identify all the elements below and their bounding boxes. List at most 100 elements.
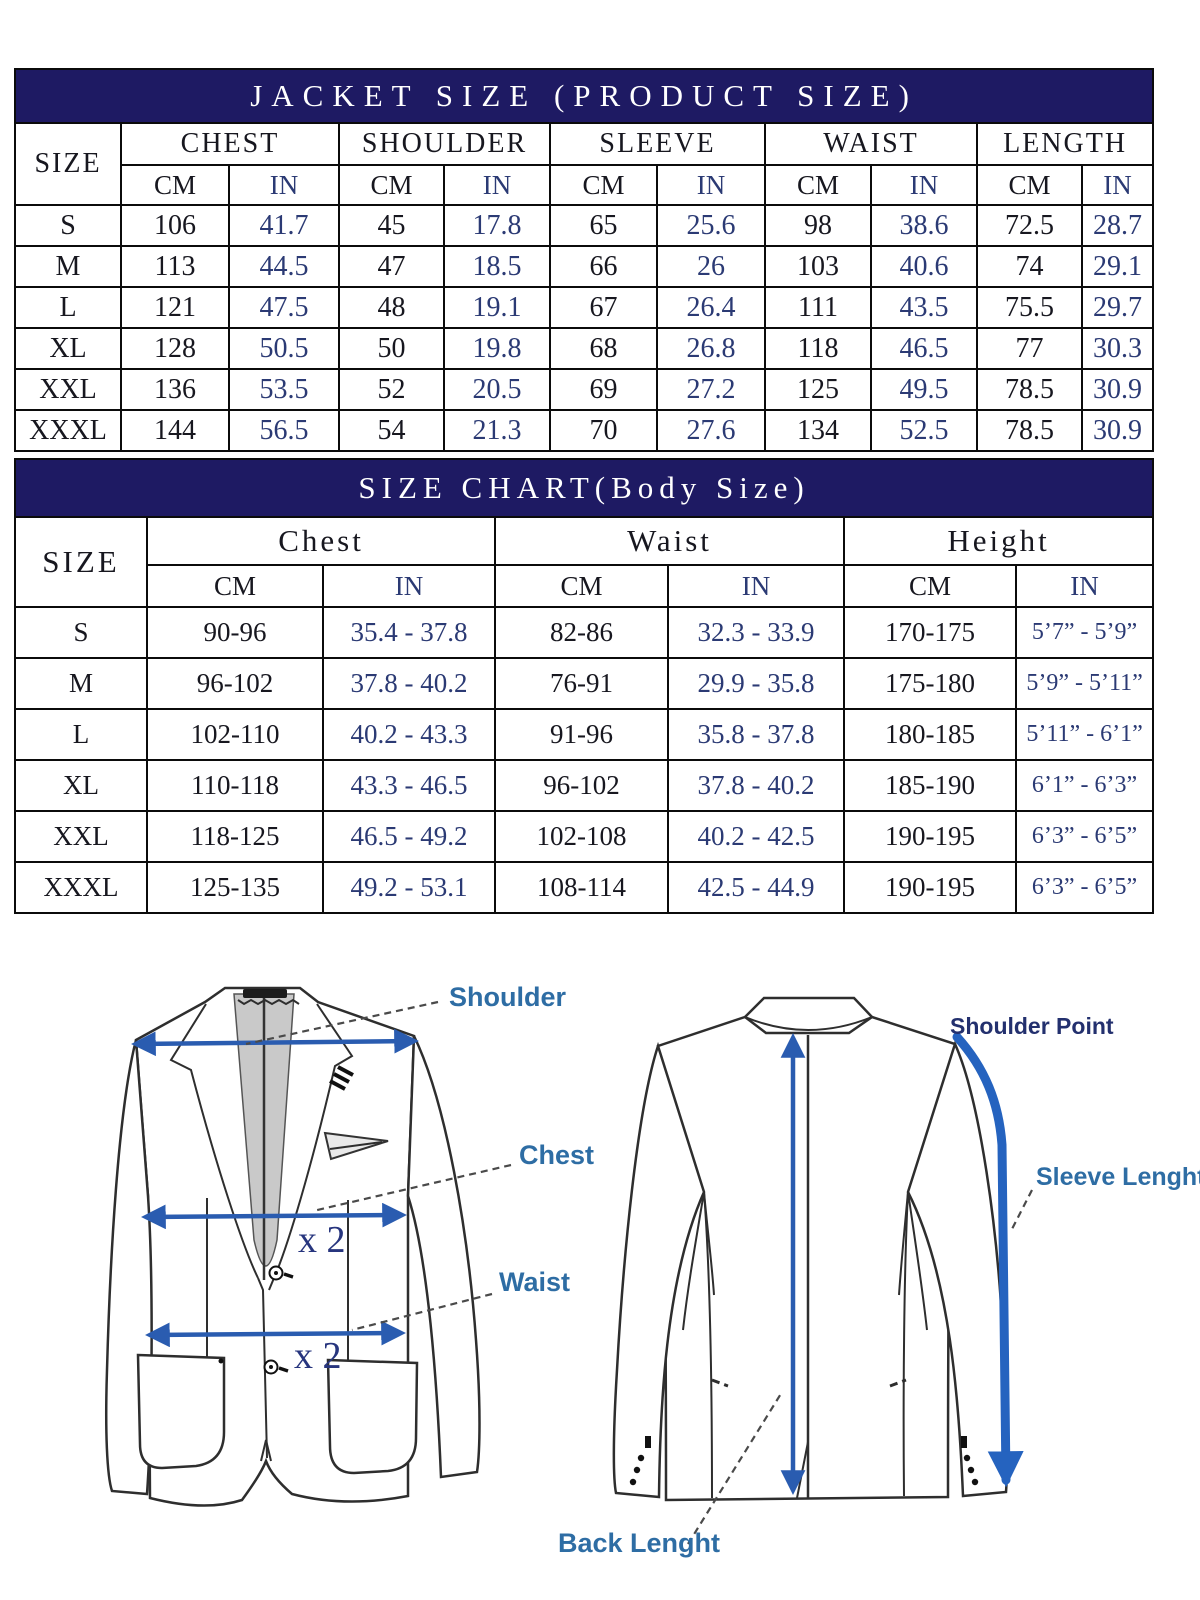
value-cell: 27.2 xyxy=(656,368,766,411)
back-jacket-drawing xyxy=(612,996,1009,1502)
table-row: XXXL 125-135 49.2 - 53.1 108-114 42.5 - … xyxy=(14,861,1155,914)
back-left-sleeve xyxy=(612,1041,706,1499)
size-cell: S xyxy=(14,204,122,247)
value-cell: 44.5 xyxy=(228,245,340,288)
value-cell: 121 xyxy=(120,286,230,329)
value-cell: 18.5 xyxy=(443,245,551,288)
value-cell: 50.5 xyxy=(228,327,340,370)
unit-in: IN xyxy=(1080,164,1155,206)
right-cuff-button xyxy=(967,1466,975,1474)
value-cell: 47.5 xyxy=(228,286,340,329)
left-cuff-button-bar xyxy=(645,1436,651,1448)
left-patch-pocket xyxy=(136,1353,226,1470)
table-row: M 113 44.5 47 18.5 66 26 103 40.6 74 29.… xyxy=(14,245,1155,288)
chest-label: Chest xyxy=(519,1140,594,1170)
table-row: L 121 47.5 48 19.1 67 26.4 111 43.5 75.5… xyxy=(14,286,1155,329)
value-cell: 6’3” - 6’5” xyxy=(1014,810,1155,863)
size-cell: XXXL xyxy=(14,861,148,914)
value-cell: 72.5 xyxy=(976,204,1083,247)
value-cell: 49.5 xyxy=(870,368,978,411)
value-cell: 21.3 xyxy=(443,409,551,452)
unit-cm: CM xyxy=(120,164,230,206)
value-cell: 38.6 xyxy=(870,204,978,247)
length-group-header: LENGTH xyxy=(975,122,1155,166)
back-length-leader-line xyxy=(687,1391,783,1545)
chest-x2-label: x 2 xyxy=(298,1219,346,1261)
waist-measure-arrow xyxy=(145,1320,406,1348)
value-cell: 5’11” - 6’1” xyxy=(1014,708,1155,761)
front-hem-notch xyxy=(260,1439,272,1462)
value-cell: 26.8 xyxy=(656,327,766,370)
value-cell: 78.5 xyxy=(976,409,1083,452)
body-size-table: SIZE CHART(Body Size) SIZE Chest Waist H… xyxy=(13,458,1155,914)
front-buttonhole-tick-top xyxy=(283,1272,294,1279)
value-cell: 66 xyxy=(549,245,658,288)
value-cell: 102-110 xyxy=(146,708,324,761)
value-cell: 67 xyxy=(549,286,658,329)
value-cell: 118-125 xyxy=(146,810,324,863)
unit-cm: CM xyxy=(976,164,1083,206)
value-cell: 28.7 xyxy=(1080,204,1155,247)
chest-measure-arrow xyxy=(141,1202,407,1230)
value-cell: 56.5 xyxy=(228,409,340,452)
table-row: XL 110-118 43.3 - 46.5 96-102 37.8 - 40.… xyxy=(14,759,1155,812)
unit-cm: CM xyxy=(494,564,669,608)
back-left-pocket-tick xyxy=(711,1378,907,1388)
value-cell: 76-91 xyxy=(494,657,669,710)
value-cell: 29.9 - 35.8 xyxy=(667,657,845,710)
size-cell: XXL xyxy=(14,810,148,863)
value-cell: 185-190 xyxy=(843,759,1017,812)
shoulder-point-label: Shoulder Point xyxy=(950,1013,1114,1039)
back-collar xyxy=(743,996,874,1035)
chest-group-header: CHEST xyxy=(120,122,340,166)
value-cell: 98 xyxy=(764,204,872,247)
size-cell: M xyxy=(14,245,122,288)
unit-in: IN xyxy=(443,164,551,206)
front-right-sleeve xyxy=(406,1035,481,1479)
body-size-table-section: SIZE CHART(Body Size) SIZE Chest Waist H… xyxy=(13,458,1155,914)
back-jacket-body xyxy=(656,1015,957,1502)
value-cell: 29.7 xyxy=(1080,286,1155,329)
product-size-table: JACKET SIZE (PRODUCT SIZE) SIZE CHEST SH… xyxy=(13,68,1155,452)
value-cell: 6’3” - 6’5” xyxy=(1014,861,1155,914)
value-cell: 180-185 xyxy=(843,708,1017,761)
unit-cm: CM xyxy=(843,564,1017,608)
value-cell: 30.3 xyxy=(1080,327,1155,370)
shoulder-measure-arrow xyxy=(131,1028,419,1057)
size-cell: S xyxy=(14,606,148,659)
size-cell: L xyxy=(14,286,122,329)
right-cuff-button xyxy=(971,1478,979,1486)
product-table-body: S 106 41.7 45 17.8 65 25.6 98 38.6 72.5 … xyxy=(14,204,1155,452)
unit-cm: CM xyxy=(338,164,445,206)
product-table-unit-header: CM IN CM IN CM IN CM IN CM IN xyxy=(15,164,1155,206)
size-cell: XXXL xyxy=(14,409,122,452)
value-cell: 91-96 xyxy=(494,708,669,761)
size-cell: M xyxy=(14,657,148,710)
left-cuff-button xyxy=(633,1466,641,1474)
value-cell: 90-96 xyxy=(146,606,324,659)
value-cell: 111 xyxy=(764,286,872,329)
size-cell: L xyxy=(14,708,148,761)
value-cell: 136 xyxy=(120,368,230,411)
unit-cm: CM xyxy=(146,564,324,608)
value-cell: 20.5 xyxy=(443,368,551,411)
value-cell: 128 xyxy=(120,327,230,370)
value-cell: 106 xyxy=(120,204,230,247)
value-cell: 175-180 xyxy=(843,657,1017,710)
value-cell: 53.5 xyxy=(228,368,340,411)
product-table-group-header: SIZE CHEST SHOULDER SLEEVE WAIST LENGTH xyxy=(14,122,1155,206)
body-table-body: S 90-96 35.4 - 37.8 82-86 32.3 - 33.9 17… xyxy=(14,606,1155,914)
value-cell: 125 xyxy=(764,368,872,411)
table-row: S 106 41.7 45 17.8 65 25.6 98 38.6 72.5 … xyxy=(14,204,1155,247)
value-cell: 41.7 xyxy=(228,204,340,247)
value-cell: 30.9 xyxy=(1080,409,1155,452)
unit-in: IN xyxy=(322,564,496,608)
left-lapel xyxy=(169,1003,259,1279)
value-cell: 54 xyxy=(338,409,445,452)
value-cell: 49.2 - 53.1 xyxy=(322,861,496,914)
value-cell: 47 xyxy=(338,245,445,288)
value-cell: 70 xyxy=(549,409,658,452)
value-cell: 103 xyxy=(764,245,872,288)
value-cell: 5’7” - 5’9” xyxy=(1014,606,1155,659)
size-cell: XXL xyxy=(14,368,122,411)
